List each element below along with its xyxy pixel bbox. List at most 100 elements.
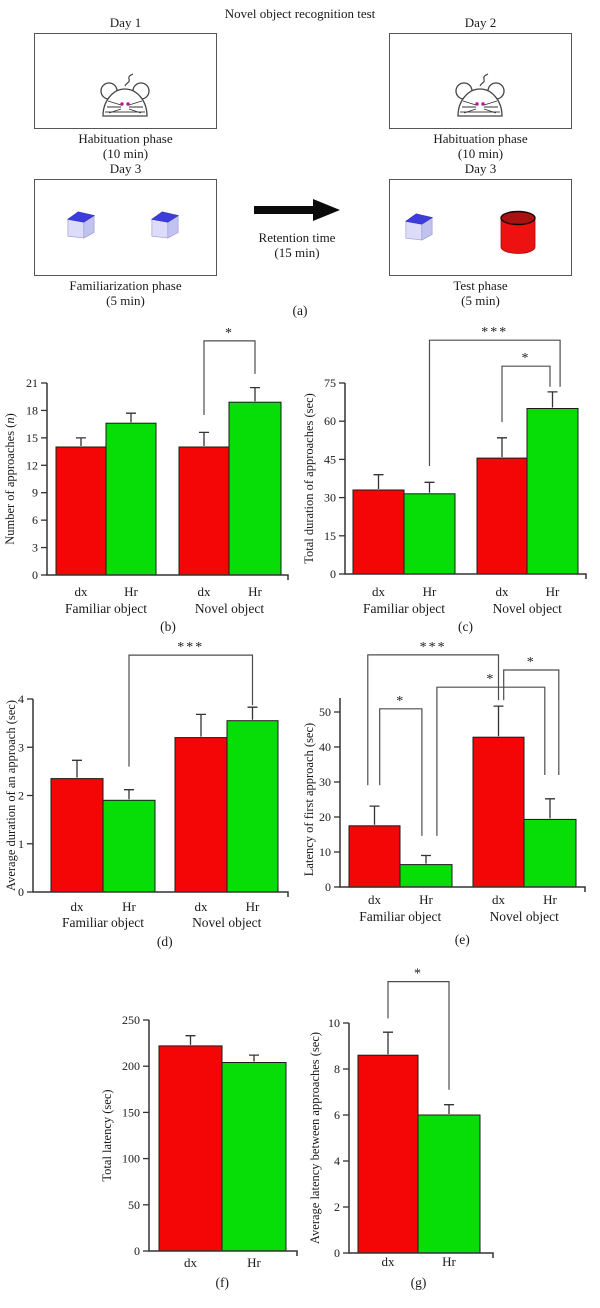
- error-bar: [185, 1035, 196, 1045]
- figure-title: Novel object recognition test: [224, 6, 376, 21]
- duration-label: (10 min): [102, 145, 149, 161]
- duration-label: (5 min): [106, 292, 145, 308]
- y-tick-label: 100: [122, 1152, 140, 1166]
- bar-Hr-3: [523, 818, 577, 888]
- panel-label: (b): [160, 619, 176, 634]
- chart-panel-b: 0 3 6 9 12 15 18 21 dx Hr dx Hr Familiar object Novel…: [0, 320, 300, 635]
- y-tick-label: 0: [134, 1244, 140, 1258]
- bar-Hr-3: [526, 408, 579, 575]
- chart-panel-g: 0 2 4 6 8 10 dx Hr (g) Average latency between ap…: [300, 960, 590, 1308]
- y-tick-label: 0: [325, 880, 331, 894]
- y-tick-label: 45: [324, 452, 336, 466]
- caption-box4: Test phase (5 min): [389, 278, 572, 308]
- y-tick-label: 50: [128, 1198, 140, 1212]
- bar-dx-2: [472, 736, 525, 888]
- significance-label: *: [396, 694, 405, 709]
- error-bar: [247, 706, 258, 720]
- group-label: Novel object: [195, 601, 265, 616]
- chart-panel-c: 0 15 30 45 60 75 dx Hr dx Hr Familiar object Novel …: [300, 320, 600, 635]
- error-bar: [497, 437, 507, 458]
- y-tick-label: 30: [319, 775, 331, 789]
- significance-bracket: [436, 686, 546, 836]
- y-tick-label: 1: [18, 837, 24, 851]
- category-label: dx: [71, 899, 85, 914]
- retention-arrow-icon: [254, 199, 340, 221]
- retention-duration-text: (15 min): [274, 244, 320, 260]
- y-tick-label: 4: [334, 1154, 340, 1168]
- error-bar: [545, 798, 555, 819]
- y-tick-label: 40: [319, 740, 331, 754]
- bar-Hr-1: [403, 493, 456, 575]
- bar-Hr-1: [221, 1062, 287, 1252]
- bar-dx-0: [348, 825, 401, 888]
- axes: [46, 383, 289, 580]
- y-tick-label: 2: [334, 1200, 340, 1214]
- y-tick-label: 2: [18, 789, 24, 803]
- mouse-icon: [455, 73, 505, 117]
- y-tick-label: 0: [32, 568, 38, 582]
- y-tick-label: 250: [122, 1013, 140, 1027]
- chart-panel-f: 0 50 100 150 200 250 dx Hr (f) Total latency (sec…: [50, 960, 310, 1308]
- category-label: dx: [496, 584, 510, 599]
- duration-label: (5 min): [461, 292, 500, 308]
- bar-dx-0: [357, 1054, 419, 1254]
- mouse-icon: [100, 73, 150, 117]
- y-axis-title: Latency of first approach (sec): [302, 723, 316, 876]
- error-bar: [124, 789, 134, 800]
- y-tick-label: 8: [334, 1062, 340, 1076]
- category-label: dx: [382, 1254, 396, 1269]
- retention-time-text: Retention time: [258, 230, 336, 245]
- chart-panel-e: 0 10 20 30 40 50 dx Hr dx Hr Familiar object Novel …: [300, 630, 600, 955]
- y-tick-label: 3: [18, 740, 24, 754]
- y-tick-label: 15: [324, 529, 336, 543]
- bar-dx-2: [178, 446, 230, 576]
- y-tick-label: 3: [32, 541, 38, 555]
- panel-label: (g): [411, 1275, 427, 1290]
- protocol-box-test: [389, 179, 572, 276]
- axes: [344, 383, 587, 579]
- category-label: Hr: [419, 892, 433, 907]
- error-bar: [76, 437, 86, 446]
- group-label: Familiar object: [62, 915, 144, 930]
- panel-label: (f): [216, 1275, 230, 1290]
- chart-svg-f: 0 50 100 150 200 250 dx Hr (f) Total latency (sec…: [100, 1013, 298, 1290]
- error-bar: [196, 713, 206, 737]
- bar-Hr-1: [105, 422, 157, 576]
- category-label: Hr: [246, 899, 260, 914]
- category-label: dx: [492, 892, 506, 907]
- significance-bracket: [428, 339, 561, 466]
- error-bar: [249, 1054, 259, 1062]
- phase-label: Test phase: [453, 278, 508, 293]
- bar-Hr-3: [226, 720, 279, 893]
- bar-Hr-1: [399, 864, 453, 888]
- group-label: Familiar object: [65, 601, 147, 616]
- error-bar: [199, 431, 209, 446]
- significance-label: ***: [481, 325, 508, 340]
- error-bar: [72, 759, 82, 778]
- panel-label: (e): [455, 932, 470, 947]
- y-tick-label: 10: [328, 1016, 340, 1030]
- y-tick-label: 60: [324, 414, 336, 428]
- bar-Hr-1: [417, 1114, 481, 1254]
- category-label: Hr: [124, 584, 138, 599]
- significance-label: ***: [177, 640, 204, 655]
- group-label: Novel object: [192, 915, 262, 930]
- y-tick-label: 200: [122, 1059, 140, 1073]
- y-tick-label: 150: [122, 1105, 140, 1119]
- category-label: Hr: [247, 1255, 261, 1270]
- category-label: dx: [184, 1255, 198, 1270]
- category-label: Hr: [543, 892, 557, 907]
- panel-label: (c): [458, 619, 473, 634]
- category-label: Hr: [546, 584, 560, 599]
- y-tick-label: 18: [26, 403, 38, 417]
- y-axis-title: Average duration of an approach (sec): [4, 700, 18, 891]
- significance-bracket: [203, 340, 256, 415]
- chart-svg-g: 0 2 4 6 8 10 dx Hr (g) Average latency between ap…: [308, 967, 494, 1290]
- y-tick-label: 20: [319, 810, 331, 824]
- cube-icon: [405, 213, 433, 241]
- phase-label: Habituation phase: [78, 131, 173, 146]
- cylinder-icon: [500, 210, 536, 254]
- panel-a-label: (a): [292, 303, 308, 318]
- y-tick-label: 4: [18, 692, 24, 706]
